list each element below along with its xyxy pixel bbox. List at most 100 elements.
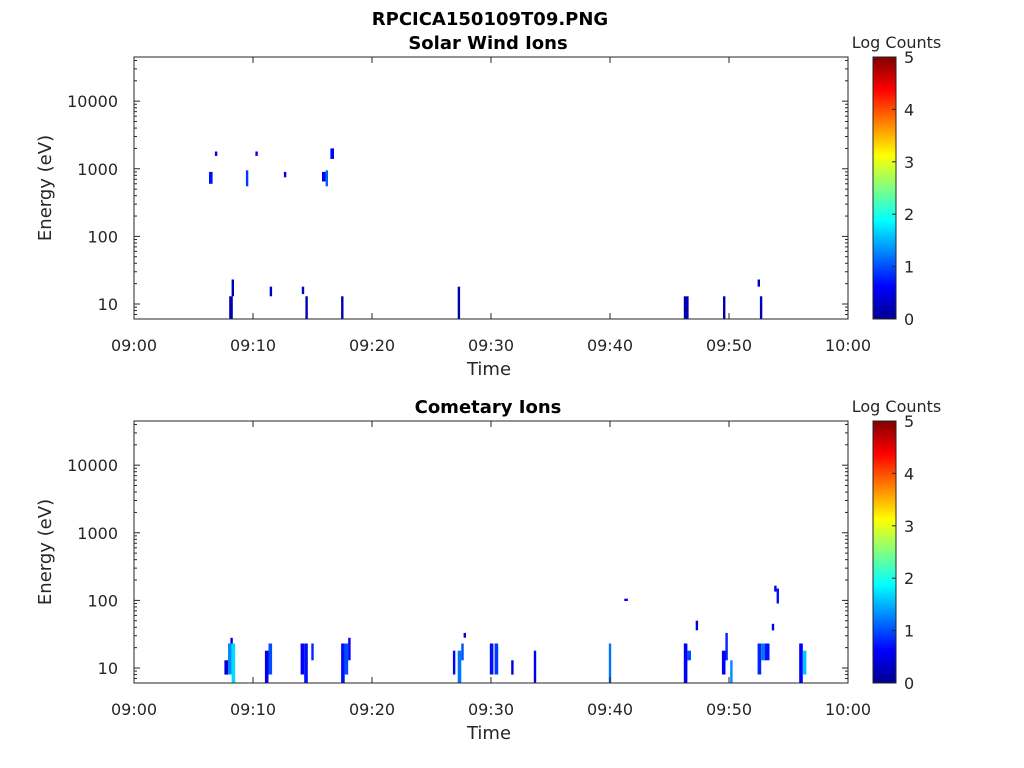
heatmap-cell: [245, 170, 249, 187]
y-tick-label: 1000: [77, 524, 118, 543]
x-tick-label: 09:20: [349, 336, 395, 355]
panel-title: Solar Wind Ions: [408, 33, 567, 54]
colorbar-tick-label: 4: [904, 100, 914, 119]
heatmap-cell: [771, 623, 775, 631]
heatmap-cell: [341, 643, 345, 683]
x-tick-label: 09:50: [706, 700, 752, 719]
y-tick-label: 10000: [67, 92, 118, 111]
heatmap-cells: [209, 148, 763, 319]
heatmap-cell: [228, 643, 232, 675]
solar-wind-panel: Solar Wind Ions 09:00 09:10 09:20 09:30 09:40…: [35, 33, 941, 380]
heatmap-cell: [683, 296, 689, 319]
x-tick-label: 09:50: [706, 336, 752, 355]
heatmap-cell: [802, 650, 807, 675]
heatmap-cell: [341, 296, 344, 319]
y-tick-label: 10: [98, 659, 118, 678]
y-axis-label: Energy (eV): [35, 135, 56, 241]
x-tick-label: 09:00: [111, 336, 157, 355]
heatmap-cell: [683, 643, 688, 683]
figure-title: RPCICA150109T09.PNG: [372, 9, 608, 30]
x-tick-label: 09:00: [111, 700, 157, 719]
colorbar-tick-label: 0: [904, 310, 914, 329]
y-tick-label: 100: [87, 227, 118, 246]
x-tick-label: 09:30: [468, 700, 514, 719]
heatmap-cell: [608, 643, 612, 683]
heatmap-cell: [799, 643, 803, 683]
cometary-panel: Cometary Ions 09:00 09:10 09:20 09:30 09:40 09…: [35, 397, 941, 744]
colorbar-tick-label: 5: [904, 412, 914, 431]
heatmap-cell: [209, 171, 213, 184]
heatmap-cell: [322, 171, 326, 182]
heatmap-cell: [511, 660, 514, 675]
y-axis-label: Energy (eV): [35, 499, 56, 605]
x-tick-label: 09:30: [468, 336, 514, 355]
colorbar-gradient: [872, 56, 897, 320]
heatmap-cell: [214, 151, 218, 156]
heatmap-cell: [300, 643, 305, 675]
x-tick-label: 09:20: [349, 700, 395, 719]
heatmap-cell: [457, 650, 462, 683]
x-tick-label: 09:10: [230, 336, 276, 355]
colorbar-tick-label: 3: [904, 153, 914, 172]
heatmap-cell: [624, 598, 628, 601]
colorbar-tick-label: 0: [904, 674, 914, 693]
heatmap-cell: [269, 286, 273, 297]
colorbar: Log Counts 0 1 2 3 4 5: [852, 33, 942, 329]
heatmap-cell: [330, 148, 334, 159]
heatmap-cell: [774, 585, 777, 592]
x-tick-label: 10:00: [825, 336, 871, 355]
heatmap-cell: [725, 632, 728, 661]
heatmap-cell: [348, 637, 351, 661]
y-tick-label: 100: [87, 591, 118, 610]
heatmap-cell: [231, 643, 236, 683]
heatmap-cell: [231, 279, 234, 297]
heatmap-cell: [494, 643, 499, 675]
heatmap-cell: [757, 279, 760, 287]
colorbar-label: Log Counts: [852, 33, 942, 52]
colorbar-label: Log Counts: [852, 397, 942, 416]
heatmap-cell: [230, 637, 233, 644]
heatmap-cell: [304, 643, 308, 683]
heatmap-cell: [721, 650, 726, 675]
colorbar-gradient: [872, 420, 897, 684]
colorbar-tick-label: 1: [904, 258, 914, 277]
heatmap-cell: [463, 632, 466, 638]
colorbar-tick-label: 2: [904, 205, 914, 224]
x-tick-label: 10:00: [825, 700, 871, 719]
heatmap-cell: [229, 296, 233, 319]
x-axis-label: Time: [466, 723, 511, 744]
heatmap-cell: [301, 286, 305, 295]
x-tick-label: 09:40: [587, 336, 633, 355]
colorbar-tick-label: 1: [904, 622, 914, 641]
colorbar-tick-label: 4: [904, 464, 914, 483]
heatmap-cell: [761, 643, 765, 661]
heatmap-cell: [255, 151, 258, 156]
heatmap-cell: [723, 296, 726, 319]
colorbar: Log Counts 0 1 2 3 4 5: [852, 397, 942, 693]
y-tick-label: 10: [98, 295, 118, 314]
x-axis-label: Time: [466, 359, 511, 380]
heatmap-cell: [224, 660, 228, 675]
heatmap-cell: [264, 650, 269, 683]
heatmap-cell: [695, 620, 699, 631]
heatmap-cell: [759, 296, 763, 319]
heatmap-cell: [757, 643, 762, 675]
panel-title: Cometary Ions: [415, 397, 562, 418]
heatmap-cell: [305, 296, 308, 319]
heatmap-cell: [776, 588, 779, 604]
heatmap-cell: [452, 650, 456, 675]
heatmap-cell: [461, 643, 464, 661]
heatmap-cell: [489, 643, 494, 675]
heatmap-cells: [224, 585, 807, 683]
colorbar-tick-label: 2: [904, 569, 914, 588]
heatmap-cell: [687, 650, 691, 661]
heatmap-cell: [533, 650, 537, 683]
heatmap-cell: [764, 643, 770, 661]
heatmap-cell: [344, 643, 349, 675]
x-tick-label: 09:40: [587, 700, 633, 719]
heatmap-cell: [311, 643, 314, 661]
colorbar-tick-label: 3: [904, 517, 914, 536]
colorbar-tick-label: 5: [904, 48, 914, 67]
y-tick-label: 1000: [77, 160, 118, 179]
x-tick-label: 09:10: [230, 700, 276, 719]
